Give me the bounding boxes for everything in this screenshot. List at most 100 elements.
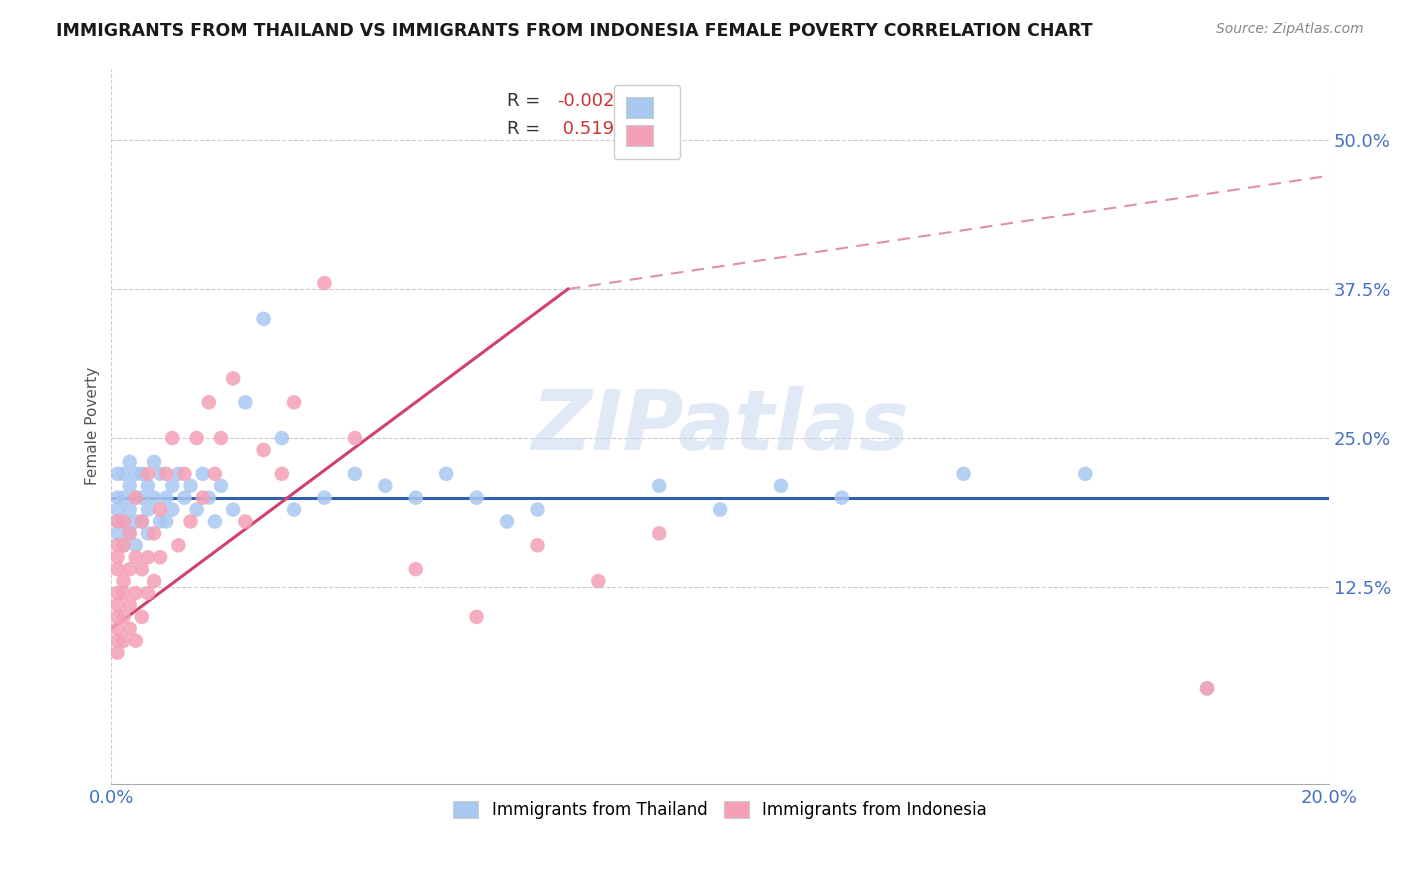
Point (107, 515, 129, 529)
Point (125, 538, 148, 552)
Point (314, 276, 336, 290)
Point (118, 526, 141, 541)
Text: -0.002: -0.002 (557, 92, 614, 110)
Point (465, 491, 488, 505)
Point (952, 467, 974, 481)
Point (112, 467, 135, 481)
Point (769, 479, 792, 493)
Point (136, 586, 159, 600)
Point (107, 646, 129, 660)
Text: Source: ZipAtlas.com: Source: ZipAtlas.com (1216, 22, 1364, 37)
Point (107, 538, 129, 552)
Point (107, 610, 129, 624)
Point (112, 515, 135, 529)
Point (191, 467, 214, 481)
Point (162, 479, 184, 493)
Point (526, 502, 548, 516)
Point (125, 491, 148, 505)
Point (405, 562, 427, 576)
Point (526, 538, 548, 552)
Point (343, 431, 366, 445)
Point (496, 515, 519, 529)
Point (1195, 681, 1218, 696)
Point (118, 502, 141, 516)
Point (155, 467, 177, 481)
Point (204, 467, 226, 481)
Point (112, 574, 135, 588)
Point (173, 491, 195, 505)
Text: ZIPatlas: ZIPatlas (531, 385, 910, 467)
Point (107, 633, 129, 648)
Point (648, 526, 671, 541)
Point (107, 467, 129, 481)
Point (107, 526, 129, 541)
Point (107, 562, 129, 576)
Point (588, 574, 610, 588)
Point (155, 491, 177, 505)
Point (405, 491, 427, 505)
Point (118, 526, 141, 541)
Point (107, 502, 129, 516)
Point (167, 467, 190, 481)
Point (143, 526, 166, 541)
Point (1074, 467, 1097, 481)
Text: R =: R = (508, 120, 546, 138)
Point (209, 479, 232, 493)
Text: N = 57: N = 57 (605, 120, 679, 138)
Point (136, 502, 159, 516)
Point (118, 598, 141, 612)
Point (191, 491, 214, 505)
Point (112, 633, 135, 648)
Point (1195, 681, 1218, 696)
Point (209, 431, 232, 445)
Point (252, 311, 274, 326)
Point (709, 502, 731, 516)
Point (107, 515, 129, 529)
Point (125, 550, 148, 565)
Point (233, 395, 256, 409)
Point (125, 515, 148, 529)
Point (131, 515, 153, 529)
Point (204, 515, 226, 529)
Point (180, 479, 202, 493)
Point (131, 610, 153, 624)
Point (167, 538, 190, 552)
Point (112, 515, 135, 529)
Point (162, 431, 184, 445)
Point (283, 395, 305, 409)
Point (125, 491, 148, 505)
Point (107, 598, 129, 612)
Point (314, 491, 336, 505)
Point (283, 502, 305, 516)
Point (149, 515, 172, 529)
Point (131, 491, 153, 505)
Point (136, 550, 159, 565)
Point (149, 467, 172, 481)
Point (118, 479, 141, 493)
Point (143, 455, 166, 469)
Point (143, 574, 166, 588)
Point (343, 467, 366, 481)
Point (233, 515, 256, 529)
Point (131, 467, 153, 481)
Text: 0.519: 0.519 (557, 120, 614, 138)
Point (186, 431, 208, 445)
Point (173, 467, 195, 481)
Point (149, 550, 172, 565)
Point (648, 479, 671, 493)
Text: R =: R = (508, 92, 546, 110)
Point (136, 467, 159, 481)
Point (270, 431, 292, 445)
Point (107, 491, 129, 505)
Point (162, 502, 184, 516)
Point (125, 467, 148, 481)
Point (198, 395, 221, 409)
Point (149, 502, 172, 516)
Point (131, 562, 153, 576)
Point (112, 586, 135, 600)
Point (112, 610, 135, 624)
Point (155, 515, 177, 529)
Point (125, 586, 148, 600)
Legend: Immigrants from Thailand, Immigrants from Indonesia: Immigrants from Thailand, Immigrants fro… (447, 794, 994, 825)
Point (270, 467, 292, 481)
